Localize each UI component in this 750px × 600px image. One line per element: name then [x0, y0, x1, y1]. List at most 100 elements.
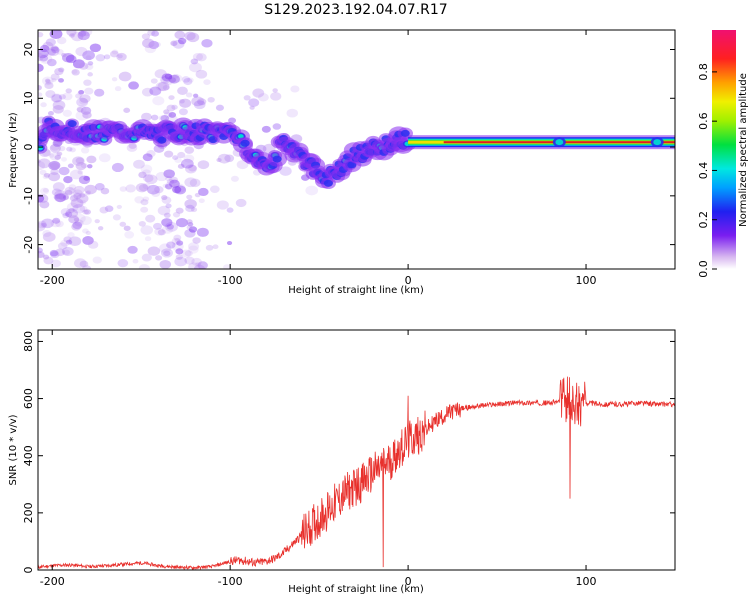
noise-blob [82, 209, 89, 215]
noise-blob [261, 125, 271, 133]
noise-blob [188, 242, 200, 251]
noise-blob [69, 195, 79, 202]
noise-blob [39, 187, 50, 195]
noise-blob [38, 247, 43, 254]
noise-blob [163, 109, 170, 115]
noise-blob [52, 182, 65, 192]
noise-blob [50, 45, 59, 52]
noise-blob [52, 217, 61, 224]
noise-blob [66, 202, 79, 212]
noise-blob [74, 219, 84, 227]
noise-blob [175, 217, 188, 228]
noise-blob [191, 96, 205, 107]
noise-blob [56, 36, 67, 45]
noise-blob [111, 162, 124, 173]
noise-blob [38, 52, 44, 62]
noise-blob [65, 211, 73, 217]
noise-blob [71, 69, 78, 74]
noise-blob [56, 49, 64, 55]
noise-blob [77, 90, 84, 96]
x-tick-label: 100 [576, 274, 597, 287]
noise-blob [152, 96, 165, 106]
noise-blob [188, 164, 197, 172]
noise-blob [38, 48, 49, 59]
noise-blob [143, 174, 154, 183]
noise-blob [184, 199, 197, 209]
noise-blob [155, 255, 163, 261]
noise-blob [76, 97, 89, 107]
noise-blob [56, 151, 63, 157]
noise-blob [39, 54, 49, 62]
noise-blob [290, 85, 300, 93]
noise-blob [153, 222, 163, 230]
noise-blob [75, 46, 88, 57]
noise-blob [154, 186, 164, 194]
noise-blob [99, 206, 109, 214]
noise-blob [111, 49, 119, 55]
noise-blob [54, 67, 64, 76]
noise-blob [38, 250, 45, 259]
noise-blob [235, 198, 247, 208]
noise-blob [79, 206, 88, 213]
noise-blob [161, 218, 173, 227]
noise-blob [55, 248, 65, 257]
noise-blob [144, 44, 157, 54]
noise-blob [161, 196, 172, 204]
noise-blob [43, 256, 54, 265]
noise-blob [45, 79, 52, 85]
noise-blob [119, 221, 127, 227]
track-core [323, 179, 333, 187]
y-tick-label: 0 [22, 144, 35, 151]
noise-blob [54, 193, 67, 203]
noise-blob [61, 246, 74, 256]
noise-blob [144, 174, 158, 185]
track-core [400, 129, 410, 137]
noise-blob [161, 195, 168, 201]
noise-blob [39, 54, 53, 64]
noise-blob [41, 218, 54, 229]
noise-blob [169, 179, 180, 188]
noise-blob [249, 105, 255, 110]
noise-blob [48, 161, 61, 171]
noise-blob [68, 208, 75, 214]
noise-blob [173, 183, 186, 193]
noise-blob [87, 61, 94, 66]
noise-blob [147, 246, 161, 256]
noise-blob [79, 199, 87, 205]
noise-blob [164, 183, 173, 190]
noise-blob [58, 145, 66, 152]
noise-blob [38, 194, 45, 203]
noise-blob [168, 95, 175, 101]
noise-blob [151, 190, 161, 197]
noise-blob [54, 190, 67, 200]
snr-marks [38, 376, 675, 570]
noise-blob [64, 186, 75, 195]
spectrogram-xlabel: Height of straight line (km) [288, 285, 424, 296]
noise-blob [78, 175, 91, 185]
noise-blob [124, 230, 135, 239]
noise-blob [76, 107, 84, 113]
noise-blob [71, 222, 82, 231]
noise-blob [272, 123, 282, 130]
noise-blob [111, 77, 118, 82]
noise-blob [140, 164, 153, 174]
noise-blob [49, 162, 60, 170]
noise-blob [155, 171, 168, 182]
noise-blob [186, 219, 193, 225]
noise-blob [95, 183, 105, 191]
noise-blob [178, 108, 188, 116]
noise-blob [66, 146, 73, 152]
noise-blob [87, 240, 99, 249]
noise-blob [154, 41, 161, 48]
noise-blob [97, 226, 104, 231]
noise-blob [177, 151, 186, 159]
noise-blob [215, 104, 225, 111]
noise-blob [84, 87, 94, 95]
noise-blob [38, 160, 46, 171]
noise-blob [230, 175, 239, 182]
noise-blob [85, 63, 94, 70]
noise-blob [161, 73, 173, 82]
noise-blob [243, 95, 251, 101]
noise-blob [62, 109, 72, 117]
noise-blob [117, 54, 123, 59]
